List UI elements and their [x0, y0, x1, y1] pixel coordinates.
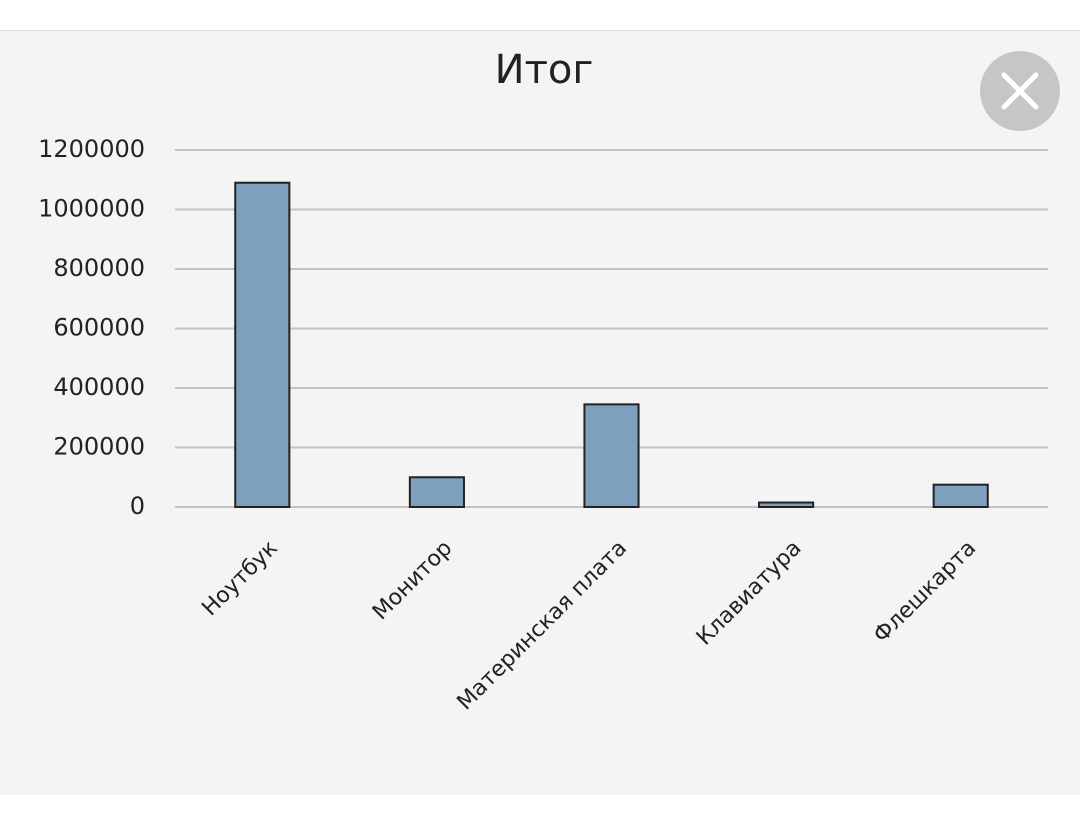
- close-button[interactable]: [980, 51, 1060, 131]
- bar: [758, 501, 815, 509]
- close-icon[interactable]: [1001, 72, 1039, 110]
- chart-title: Итог: [495, 47, 594, 93]
- chart-background: [0, 30, 1080, 795]
- bar: [932, 483, 989, 508]
- y-tick-label: 0: [130, 492, 145, 520]
- bar: [408, 476, 465, 508]
- y-tick-label: 1000000: [38, 195, 145, 223]
- y-tick-label: 1200000: [38, 135, 145, 163]
- bar: [583, 403, 640, 508]
- y-tick-label: 800000: [53, 254, 145, 282]
- y-tick-label: 400000: [53, 373, 145, 401]
- bar: [234, 181, 291, 508]
- y-tick-label: 200000: [53, 433, 145, 461]
- y-tick-label: 600000: [53, 314, 145, 342]
